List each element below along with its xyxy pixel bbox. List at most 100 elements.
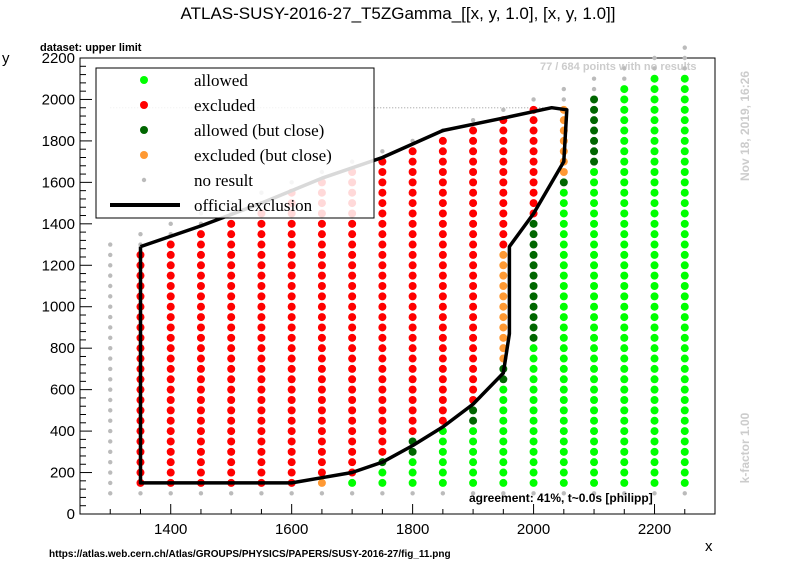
data-point-allowed-close [529, 292, 538, 301]
data-point-allowed [680, 375, 689, 384]
y-tick-label: 1400 [42, 216, 75, 233]
data-point-excluded [408, 344, 417, 353]
data-point-allowed [680, 447, 689, 456]
data-point-none [108, 418, 113, 423]
data-point-excluded [166, 447, 175, 456]
data-point-excluded [257, 292, 266, 301]
data-point-allowed [620, 323, 629, 332]
data-point-excluded [408, 323, 417, 332]
data-point-allowed [680, 209, 689, 218]
data-point-excluded [499, 126, 508, 135]
data-point-excluded [287, 250, 296, 259]
source-url: https://atlas.web.cern.ch/Atlas/GROUPS/P… [49, 549, 451, 560]
data-point-excluded [227, 437, 236, 446]
data-point-excluded [257, 271, 266, 280]
data-point-allowed [680, 313, 689, 322]
data-point-excluded [287, 396, 296, 404]
data-point-allowed [529, 396, 538, 404]
data-point-allowed [559, 427, 568, 436]
data-point-excluded [348, 240, 357, 249]
data-point-allowed [620, 168, 629, 176]
data-point-excluded [348, 271, 357, 280]
data-point-none [108, 314, 113, 320]
data-point-excluded [287, 447, 296, 456]
data-point-excluded [196, 282, 205, 290]
data-point-allowed [650, 250, 659, 259]
data-point-excluded [257, 447, 266, 456]
data-point-allowed [650, 209, 659, 218]
data-point-excluded [257, 313, 266, 322]
data-point-allowed [680, 136, 689, 145]
data-point-allowed [438, 447, 447, 456]
data-point-none [108, 377, 113, 382]
data-point-excluded [378, 354, 387, 363]
data-point-allowed [499, 458, 508, 467]
data-point-allowed [650, 292, 659, 301]
data-point-allowed [620, 271, 629, 280]
data-point-excluded [287, 344, 296, 353]
data-point-excluded [378, 178, 387, 187]
data-point-excluded [529, 188, 538, 197]
data-point-excluded [196, 447, 205, 456]
data-point-excluded [287, 406, 296, 415]
data-point-allowed [680, 302, 689, 311]
data-point-excluded [227, 364, 236, 373]
data-point-none [138, 491, 143, 496]
data-point-none [531, 491, 536, 496]
data-point-excluded [378, 364, 387, 373]
data-point-excluded [438, 313, 447, 322]
data-point-none [591, 86, 597, 92]
data-point-allowed [559, 468, 568, 477]
data-point-allowed [499, 468, 508, 477]
data-point-allowed-close [529, 313, 538, 322]
data-point-allowed-close [529, 282, 538, 290]
data-point-excluded [438, 250, 447, 259]
dataset-label: dataset: upper limit [40, 42, 142, 54]
data-point-excluded [348, 344, 357, 353]
data-point-none [622, 66, 627, 71]
data-point-allowed [680, 95, 689, 104]
data-point-allowed [650, 147, 659, 156]
data-point-none [108, 387, 113, 392]
data-point-allowed-close [590, 116, 599, 125]
data-point-excluded [378, 344, 387, 353]
data-point-excluded [438, 364, 447, 373]
data-point-excluded [166, 437, 175, 446]
data-point-excluded [257, 344, 266, 353]
data-point-none [531, 97, 536, 102]
data-point-excluded [348, 250, 357, 259]
data-point-allowed [620, 116, 629, 125]
data-point-excluded [438, 271, 447, 280]
data-point-none [682, 66, 687, 71]
data-point-none [108, 252, 113, 258]
data-point-excluded [348, 261, 357, 270]
legend-label: no result [194, 171, 253, 190]
data-point-allowed-close [590, 95, 599, 104]
data-point-excluded [257, 261, 266, 270]
data-point-excluded [287, 219, 296, 228]
data-point-excluded [438, 230, 447, 239]
data-point-allowed [680, 323, 689, 332]
data-point-excluded [438, 219, 447, 228]
data-point-excluded [438, 333, 447, 342]
data-point-allowed [559, 261, 568, 270]
data-point-excluded [408, 188, 417, 197]
data-point-excluded [196, 240, 205, 249]
data-point-allowed [650, 478, 659, 487]
data-point-allowed [559, 188, 568, 197]
data-point-allowed [620, 105, 629, 114]
data-point-excluded [469, 313, 478, 322]
data-point-excluded [227, 427, 236, 436]
data-point-allowed [408, 468, 417, 477]
data-point-excluded [196, 333, 205, 342]
data-point-excluded [287, 292, 296, 301]
data-point-none [108, 283, 113, 289]
data-point-excluded [348, 219, 357, 228]
data-point-excluded [317, 292, 326, 301]
data-point-excluded [469, 282, 478, 290]
data-point-excluded [438, 375, 447, 384]
data-point-excluded [438, 157, 447, 166]
data-point-none [138, 231, 143, 237]
data-point-excluded [499, 157, 508, 166]
data-point-allowed [469, 427, 478, 436]
